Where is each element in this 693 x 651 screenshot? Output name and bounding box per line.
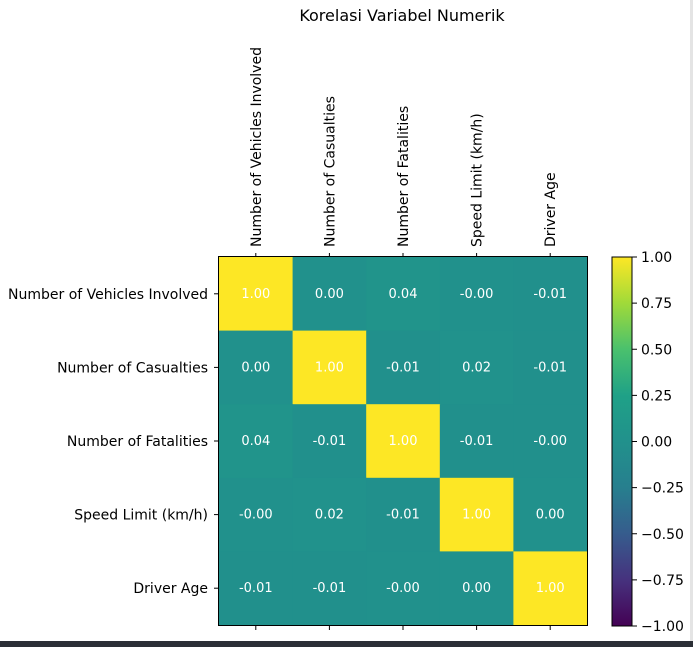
x-tick-label: Driver Age bbox=[543, 172, 559, 247]
cell-value-label: -0.01 bbox=[239, 581, 273, 596]
y-tick-label: Number of Vehicles Involved bbox=[8, 287, 208, 303]
cell-value-label: -0.00 bbox=[533, 434, 567, 449]
heatmap-cell bbox=[292, 551, 367, 626]
cell-value-label: 1.00 bbox=[389, 434, 418, 449]
heatmap-cell bbox=[366, 330, 441, 405]
heatmap-cell bbox=[292, 330, 367, 405]
cell-value-label: -0.01 bbox=[313, 581, 347, 596]
x-axis-ticks: Number of Vehicles Involved Number of Cas… bbox=[249, 47, 559, 630]
y-tick-label: Number of Casualties bbox=[57, 360, 208, 376]
heatmap-cells bbox=[219, 257, 588, 626]
x-tick-label: Number of Casualties bbox=[322, 96, 338, 247]
heatmap-cell bbox=[292, 404, 367, 479]
heatmap-cell bbox=[219, 404, 294, 479]
heatmap-cell bbox=[439, 330, 514, 405]
cell-value-label: 1.00 bbox=[241, 287, 270, 302]
heatmap-cell bbox=[439, 477, 514, 552]
colorbar-tick-label: 0.25 bbox=[641, 388, 672, 404]
heatmap-cell bbox=[219, 330, 294, 405]
heatmap-cell bbox=[439, 257, 514, 332]
cell-value-label: -0.01 bbox=[313, 434, 347, 449]
colorbar-tick-label: 0.50 bbox=[641, 342, 672, 358]
heatmap-cell bbox=[366, 404, 441, 479]
cell-value-label: 1.00 bbox=[536, 581, 565, 596]
window-edge bbox=[690, 0, 693, 641]
chart-title: Korelasi Variabel Numerik bbox=[299, 6, 505, 25]
cell-value-label: -0.00 bbox=[460, 287, 494, 302]
taskbar-strip bbox=[0, 641, 693, 647]
heatmap-cell bbox=[513, 330, 588, 405]
colorbar-gradient bbox=[612, 257, 632, 626]
cell-value-label: -0.01 bbox=[386, 360, 420, 375]
cell-value-label: 1.00 bbox=[462, 508, 491, 523]
cell-value-label: -0.01 bbox=[386, 508, 420, 523]
colorbar-tick-label: −1.00 bbox=[641, 619, 684, 635]
colorbar-tick-label: 0.00 bbox=[641, 435, 672, 451]
heatmap-cell bbox=[439, 404, 514, 479]
y-axis-ticks: Number of Vehicles Involved Number of Cas… bbox=[8, 287, 219, 597]
colorbar-ticks: 1.00 0.75 0.50 0.25 0.00 −0.25 −0.50 −0.75 −1.00 bbox=[632, 250, 684, 635]
colorbar-tick-label: 1.00 bbox=[641, 250, 672, 266]
cell-value-label: 1.00 bbox=[315, 360, 344, 375]
cell-value-label: 0.00 bbox=[241, 360, 270, 375]
heatmap-cell bbox=[292, 477, 367, 552]
cell-value-label: -0.01 bbox=[460, 434, 494, 449]
heatmap-cell bbox=[513, 404, 588, 479]
cell-value-label: 0.02 bbox=[462, 360, 491, 375]
colorbar-tick-label: −0.50 bbox=[641, 527, 684, 543]
x-tick-label: Number of Vehicles Involved bbox=[249, 47, 265, 247]
heatmap-cell bbox=[292, 257, 367, 332]
heatmap-cell bbox=[366, 477, 441, 552]
cell-value-label: -0.00 bbox=[386, 581, 420, 596]
heatmap-cell bbox=[439, 551, 514, 626]
cell-value-label: 0.00 bbox=[315, 287, 344, 302]
cell-value-label: 0.04 bbox=[241, 434, 270, 449]
y-tick-label: Number of Fatalities bbox=[67, 434, 208, 450]
cell-value-label: 0.04 bbox=[389, 287, 418, 302]
cell-value-label: 0.00 bbox=[462, 581, 491, 596]
heatmap-cell bbox=[513, 257, 588, 332]
colorbar: 1.00 0.75 0.50 0.25 0.00 −0.25 −0.50 −0.75 −1.00 bbox=[611, 250, 684, 635]
cell-value-label: 0.02 bbox=[315, 508, 344, 523]
x-tick-label: Speed Limit (km/h) bbox=[470, 113, 486, 247]
heatmap-cell bbox=[513, 551, 588, 626]
heatmap-cell bbox=[366, 551, 441, 626]
heatmap-cell bbox=[219, 477, 294, 552]
heatmap-cell-labels: 1.00 0.00 0.04 -0.00 -0.01 0.00 1.00 -0.01 0.02 -… bbox=[239, 287, 567, 596]
cell-value-label: -0.01 bbox=[533, 360, 567, 375]
heatmap-cell bbox=[219, 257, 294, 332]
x-tick-label: Number of Fatalities bbox=[396, 106, 412, 247]
heatmap-cell bbox=[366, 257, 441, 332]
cell-value-label: -0.01 bbox=[533, 287, 567, 302]
y-tick-label: Speed Limit (km/h) bbox=[74, 508, 208, 524]
heatmap-cell bbox=[513, 477, 588, 552]
colorbar-tick-label: −0.25 bbox=[641, 481, 684, 497]
cell-value-label: -0.00 bbox=[239, 508, 273, 523]
heatmap-cell bbox=[219, 551, 294, 626]
cell-value-label: 0.00 bbox=[536, 508, 565, 523]
colorbar-tick-label: −0.75 bbox=[641, 573, 684, 589]
y-tick-label: Driver Age bbox=[133, 581, 208, 597]
colorbar-tick-label: 0.75 bbox=[641, 296, 672, 312]
